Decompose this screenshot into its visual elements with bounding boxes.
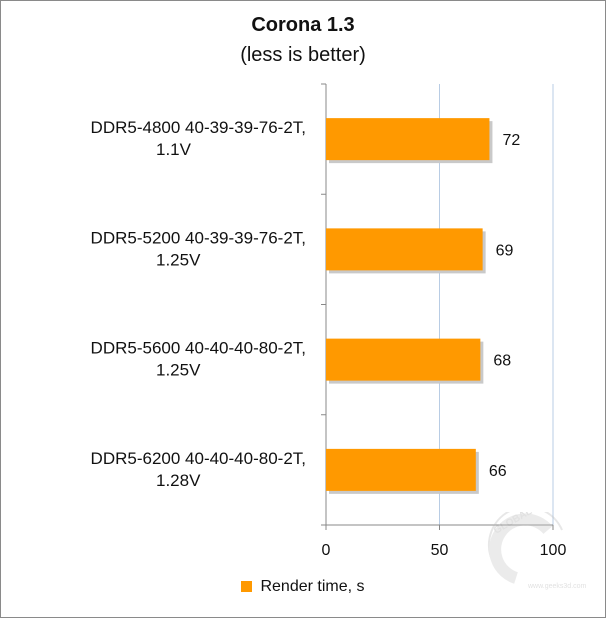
bar-1: [326, 228, 483, 271]
category-label: DDR5-5200 40-39-39-76-2T, 1.25V: [91, 228, 306, 269]
value-label: 72: [502, 132, 520, 149]
category-label-line: 1.1V: [156, 140, 192, 159]
value-label: 66: [489, 463, 507, 480]
bar-3: [326, 448, 476, 491]
value-label: 68: [493, 353, 511, 370]
chart-subtitle: (less is better): [240, 44, 366, 66]
category-label: DDR5-6200 40-40-40-80-2T, 1.28V: [91, 449, 306, 490]
x-tick-label: 50: [431, 542, 449, 559]
x-tick-label: 0: [322, 542, 331, 559]
bar-2: [326, 338, 481, 381]
chart-title: Corona 1.3: [251, 14, 355, 36]
site-watermark-logo: GLOBAL EASY www.geeks3d.com: [487, 512, 587, 590]
category-label-line: 1.28V: [156, 471, 201, 490]
category-label: DDR5-4800 40-39-39-76-2T, 1.1V: [91, 118, 306, 159]
category-label-line: DDR5-6200 40-40-40-80-2T,: [91, 449, 306, 468]
legend: Render time, s: [0, 578, 606, 596]
category-label: DDR5-5600 40-40-40-80-2T, 1.25V: [91, 339, 306, 380]
x-tick-label: 100: [540, 542, 567, 559]
value-label: 69: [496, 242, 514, 259]
category-label-line: 1.25V: [156, 361, 201, 380]
category-label-line: DDR5-4800 40-39-39-76-2T,: [91, 118, 306, 137]
category-label-line: 1.25V: [156, 250, 201, 269]
legend-label: Render time, s: [260, 578, 365, 595]
watermark-url: www.geeks3d.com: [527, 583, 587, 590]
bar-0: [326, 118, 490, 161]
legend-swatch: [241, 581, 253, 592]
category-label-line: DDR5-5600 40-40-40-80-2T,: [91, 339, 306, 358]
category-label-line: DDR5-5200 40-39-39-76-2T,: [91, 228, 306, 247]
